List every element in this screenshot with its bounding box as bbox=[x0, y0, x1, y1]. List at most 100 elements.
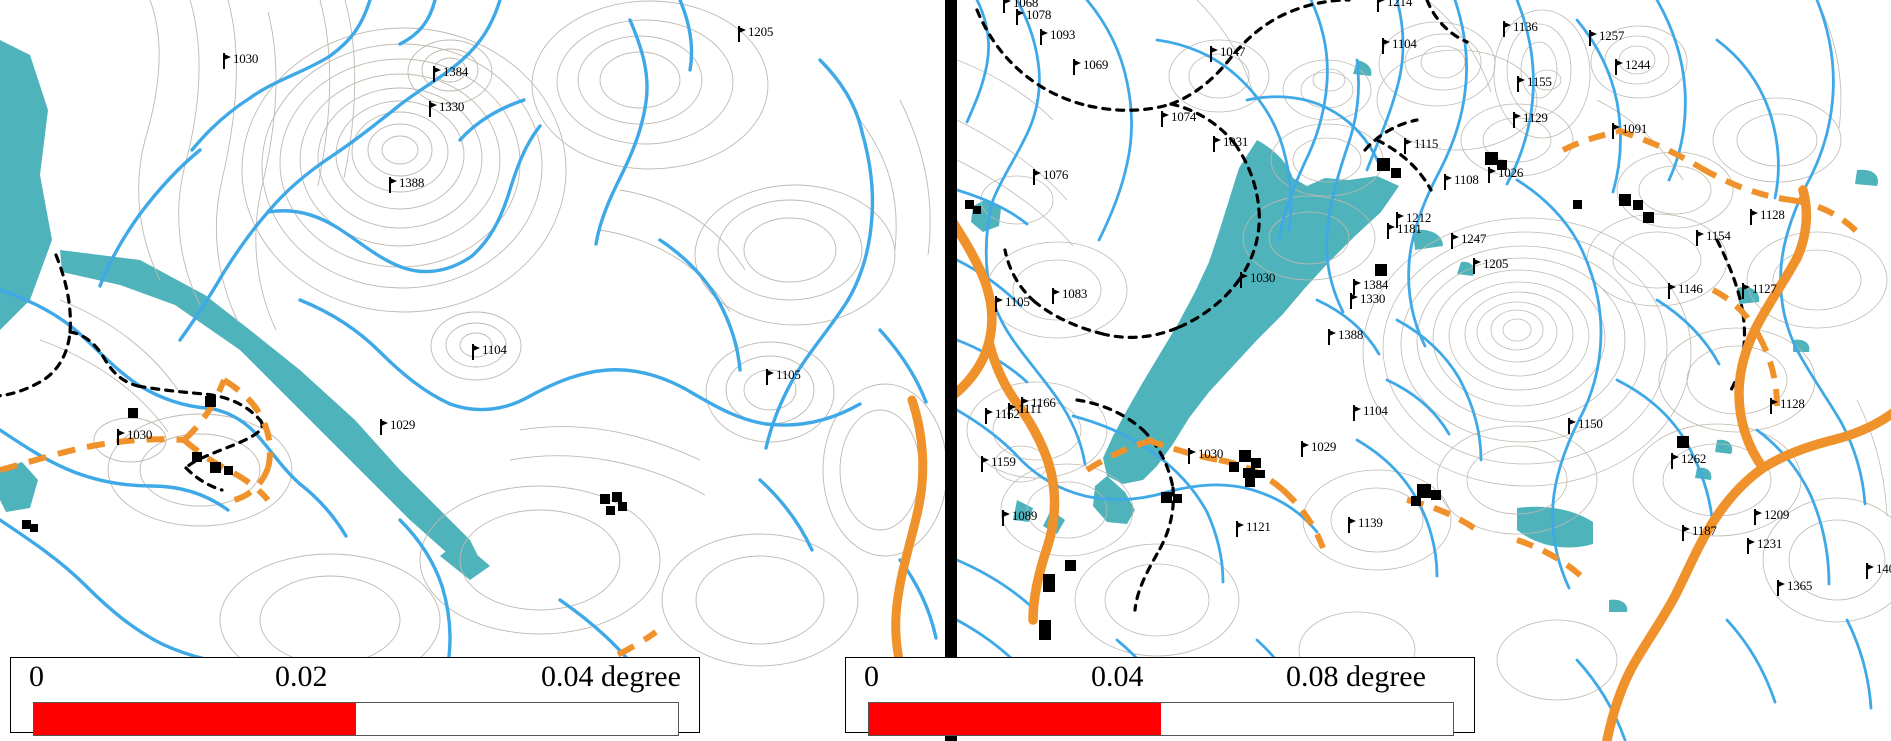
elevation-value: 1407 bbox=[1876, 561, 1891, 576]
elevation-value: 1115 bbox=[1414, 136, 1439, 151]
elevation-value: 1330 bbox=[1360, 291, 1386, 306]
scale-track-left[interactable] bbox=[33, 702, 679, 736]
scale-tick-1: 0.02 bbox=[275, 660, 328, 693]
scale-tick-2: 0.04 degree bbox=[541, 660, 681, 693]
elevation-marker: 1074 bbox=[1160, 110, 1196, 127]
elevation-marker: 1209 bbox=[1753, 508, 1789, 525]
flag-icon bbox=[1395, 212, 1406, 228]
flag-icon bbox=[765, 369, 776, 385]
elevation-marker: 1212 bbox=[1395, 211, 1431, 228]
elevation-marker: 1121 bbox=[1235, 520, 1271, 537]
flag-icon bbox=[1403, 138, 1414, 154]
map-panel-right[interactable]: 1068 1078 1093 1069 1074 1031 1047 1214 … bbox=[957, 0, 1891, 741]
flag-icon bbox=[1212, 136, 1223, 152]
flag-icon bbox=[1567, 418, 1578, 434]
flag-icon bbox=[1670, 453, 1681, 469]
map-canvas-left bbox=[0, 0, 945, 741]
elevation-value: 1030 bbox=[1198, 446, 1224, 461]
elevation-marker: 1104 bbox=[1381, 37, 1417, 54]
scale-bar-right: 0 0.04 0.08 degree bbox=[845, 657, 1475, 736]
elevation-value: 1089 bbox=[1012, 508, 1038, 523]
flag-icon bbox=[1376, 0, 1387, 12]
flag-icon bbox=[1327, 329, 1338, 345]
elevation-value: 1083 bbox=[1062, 286, 1088, 301]
elevation-value: 1111 bbox=[1018, 401, 1042, 416]
elevation-value: 1128 bbox=[1760, 207, 1785, 222]
flag-icon bbox=[1695, 230, 1706, 246]
panel-divider bbox=[945, 0, 957, 741]
flag-icon bbox=[1160, 111, 1171, 127]
elevation-value: 1162 bbox=[995, 406, 1020, 421]
elevation-value: 1029 bbox=[390, 417, 416, 432]
scale-tick-2: 0.08 degree bbox=[1286, 660, 1426, 693]
elevation-marker: 1187 bbox=[1681, 524, 1717, 541]
elevation-value: 1384 bbox=[443, 64, 469, 79]
elevation-value: 1212 bbox=[1406, 210, 1432, 225]
elevation-marker: 1388 bbox=[388, 176, 424, 193]
elevation-value: 1159 bbox=[991, 454, 1016, 469]
scale-fill-left bbox=[34, 703, 356, 735]
scale-tick-1: 0.04 bbox=[1091, 660, 1144, 693]
elevation-value: 1247 bbox=[1461, 231, 1487, 246]
flag-icon bbox=[1039, 29, 1050, 45]
elevation-marker: 1093 bbox=[1039, 28, 1075, 45]
elevation-value: 1146 bbox=[1678, 281, 1703, 296]
elevation-marker: 1026 bbox=[1487, 166, 1523, 183]
elevation-value: 1262 bbox=[1681, 451, 1707, 466]
elevation-marker: 1069 bbox=[1072, 58, 1108, 75]
flag-icon bbox=[1020, 397, 1031, 413]
building-layer bbox=[22, 396, 627, 532]
elevation-marker: 1205 bbox=[1472, 257, 1508, 274]
elevation-value: 1030 bbox=[127, 427, 153, 442]
flag-icon bbox=[1443, 174, 1454, 190]
elevation-marker: 1150 bbox=[1567, 417, 1603, 434]
elevation-marker: 1214 bbox=[1376, 0, 1412, 12]
elevation-value: 1121 bbox=[1246, 519, 1271, 534]
elevation-value: 1128 bbox=[1780, 396, 1805, 411]
elevation-marker: 1166 bbox=[1020, 396, 1056, 413]
elevation-marker: 1388 bbox=[1327, 328, 1363, 345]
elevation-marker: 1128 bbox=[1769, 397, 1805, 414]
elevation-value: 1068 bbox=[1013, 0, 1039, 10]
elevation-marker: 1068 bbox=[1002, 0, 1038, 13]
road-major-layer bbox=[957, 185, 1891, 741]
flag-icon bbox=[1512, 112, 1523, 128]
elevation-marker: 1091 bbox=[1611, 122, 1647, 139]
scale-track-right[interactable] bbox=[868, 702, 1454, 736]
elevation-marker: 1365 bbox=[1776, 579, 1812, 596]
stream-layer bbox=[957, 0, 1873, 741]
flag-icon bbox=[1051, 288, 1062, 304]
elevation-value: 1166 bbox=[1031, 395, 1056, 410]
elevation-marker: 1330 bbox=[428, 100, 464, 117]
elevation-value: 1244 bbox=[1625, 57, 1651, 72]
elevation-marker: 1031 bbox=[1212, 135, 1248, 152]
elevation-marker: 1030 bbox=[116, 428, 152, 445]
flag-icon bbox=[984, 408, 995, 424]
elevation-value: 1074 bbox=[1171, 109, 1197, 124]
elevation-marker: 1159 bbox=[980, 455, 1016, 472]
elevation-marker: 1115 bbox=[1403, 137, 1438, 154]
elevation-marker: 1155 bbox=[1516, 75, 1552, 92]
map-panel-left[interactable]: 1030 1205 1384 1330 1388 1104 1029 1030 … bbox=[0, 0, 945, 741]
elevation-marker: 1154 bbox=[1695, 229, 1731, 246]
elevation-value: 1187 bbox=[1692, 523, 1717, 538]
flag-icon bbox=[1386, 223, 1397, 239]
flag-icon bbox=[1502, 21, 1513, 37]
elevation-value: 1231 bbox=[1757, 536, 1783, 551]
elevation-value: 1047 bbox=[1220, 44, 1246, 59]
elevation-value: 1205 bbox=[1483, 256, 1509, 271]
flag-icon bbox=[1347, 517, 1358, 533]
flag-icon bbox=[1472, 258, 1483, 274]
flag-icon bbox=[1681, 525, 1692, 541]
flag-icon bbox=[1667, 283, 1678, 299]
elevation-value: 1091 bbox=[1622, 121, 1648, 136]
elevation-marker: 1105 bbox=[994, 295, 1030, 312]
flag-icon bbox=[994, 296, 1005, 312]
flag-icon bbox=[1865, 563, 1876, 579]
flag-icon bbox=[737, 26, 748, 42]
flag-icon bbox=[1007, 403, 1018, 419]
elevation-value: 1205 bbox=[748, 24, 774, 39]
trail-dashed-layer bbox=[0, 253, 264, 492]
flag-icon bbox=[1352, 279, 1363, 295]
flag-icon bbox=[379, 419, 390, 435]
